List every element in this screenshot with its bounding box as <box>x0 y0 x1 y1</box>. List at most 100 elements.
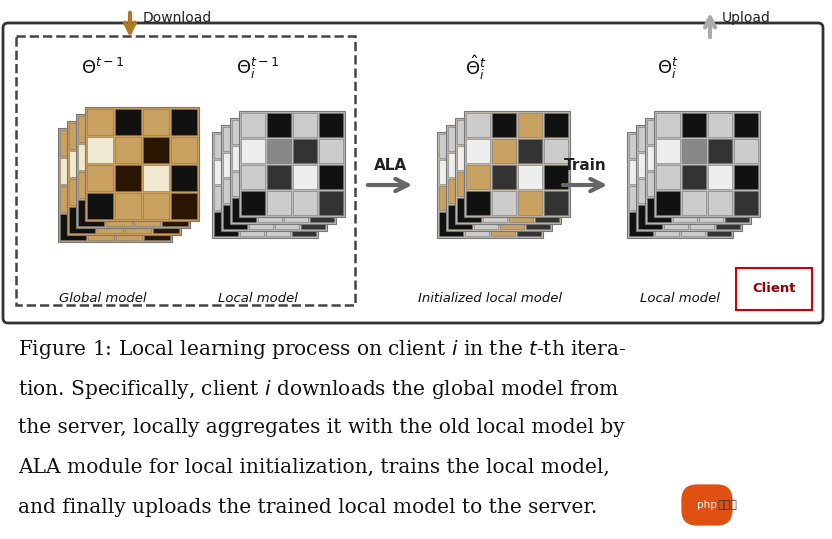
Bar <box>517 134 541 158</box>
Bar <box>78 200 104 226</box>
Bar <box>699 146 723 170</box>
Bar <box>734 191 758 215</box>
Bar <box>240 212 264 236</box>
Bar <box>266 134 290 158</box>
Bar <box>97 151 123 177</box>
Bar <box>153 207 179 233</box>
Bar <box>292 186 316 210</box>
Bar <box>241 113 265 137</box>
Text: Client: Client <box>752 282 795 295</box>
Bar <box>275 179 299 203</box>
Bar <box>301 127 325 151</box>
Bar <box>249 153 273 177</box>
Bar <box>673 120 697 144</box>
Bar <box>319 139 343 163</box>
Bar <box>656 139 680 163</box>
Bar <box>232 172 256 196</box>
Bar <box>69 179 95 205</box>
Bar <box>707 160 731 184</box>
Text: $\Theta_i^{t}$: $\Theta_i^{t}$ <box>657 56 679 80</box>
Bar <box>232 198 256 222</box>
Bar <box>115 137 141 163</box>
Bar <box>143 165 169 191</box>
Bar <box>466 113 490 137</box>
Bar <box>310 198 334 222</box>
Bar <box>681 186 705 210</box>
Bar <box>509 120 533 144</box>
Bar <box>544 113 568 137</box>
Bar <box>457 146 481 170</box>
Bar <box>664 179 688 203</box>
Text: the server, locally aggregates it with the old local model by: the server, locally aggregates it with t… <box>18 418 625 437</box>
Bar <box>284 172 308 196</box>
Text: ALA module for local initialization, trains the local model,: ALA module for local initialization, tra… <box>18 458 610 477</box>
Bar <box>69 151 95 177</box>
Bar <box>143 137 169 163</box>
Bar <box>292 212 316 236</box>
Bar <box>647 120 671 144</box>
Bar <box>437 132 543 238</box>
Bar <box>258 198 282 222</box>
Bar <box>319 165 343 189</box>
Bar <box>134 172 160 198</box>
Bar <box>125 179 151 205</box>
Bar <box>638 205 662 229</box>
Bar <box>241 139 265 163</box>
Bar <box>448 127 472 151</box>
Bar <box>85 107 199 221</box>
Bar <box>106 144 132 170</box>
Bar <box>483 120 507 144</box>
Bar <box>293 113 317 137</box>
Bar <box>310 172 334 196</box>
Bar <box>171 109 197 135</box>
Bar <box>457 198 481 222</box>
Bar <box>116 214 142 240</box>
Bar <box>143 193 169 219</box>
Bar <box>492 113 516 137</box>
Bar <box>267 113 291 137</box>
Bar <box>526 179 550 203</box>
Bar <box>292 134 316 158</box>
Bar <box>153 179 179 205</box>
Text: Figure 1: Local learning process on client $i$ in the $t$-th itera-: Figure 1: Local learning process on clie… <box>18 338 626 361</box>
Bar <box>656 113 680 137</box>
Bar <box>500 205 524 229</box>
Bar <box>97 123 123 149</box>
Bar <box>664 127 688 151</box>
Bar <box>144 130 170 156</box>
Bar <box>60 186 86 212</box>
Bar <box>230 118 336 224</box>
Bar <box>223 153 247 177</box>
Bar <box>88 186 114 212</box>
Bar <box>78 116 104 142</box>
Bar <box>491 134 515 158</box>
Bar <box>655 134 679 158</box>
Bar <box>143 109 169 135</box>
Bar <box>526 205 550 229</box>
Bar <box>673 146 697 170</box>
Bar <box>544 165 568 189</box>
Bar <box>647 172 671 196</box>
Bar <box>492 139 516 163</box>
Bar <box>223 127 247 151</box>
Bar <box>115 165 141 191</box>
Bar <box>681 134 705 158</box>
Bar <box>535 172 559 196</box>
Bar <box>483 198 507 222</box>
Bar <box>144 186 170 212</box>
Bar <box>690 127 714 151</box>
Bar <box>483 172 507 196</box>
Bar <box>301 153 325 177</box>
Bar <box>681 212 705 236</box>
Text: ALA: ALA <box>374 157 407 172</box>
Bar <box>535 146 559 170</box>
Bar <box>655 186 679 210</box>
Bar <box>144 214 170 240</box>
Bar <box>162 172 188 198</box>
Bar <box>258 172 282 196</box>
Bar <box>673 198 697 222</box>
Bar <box>492 191 516 215</box>
Bar <box>153 123 179 149</box>
Bar <box>544 139 568 163</box>
Bar <box>483 146 507 170</box>
